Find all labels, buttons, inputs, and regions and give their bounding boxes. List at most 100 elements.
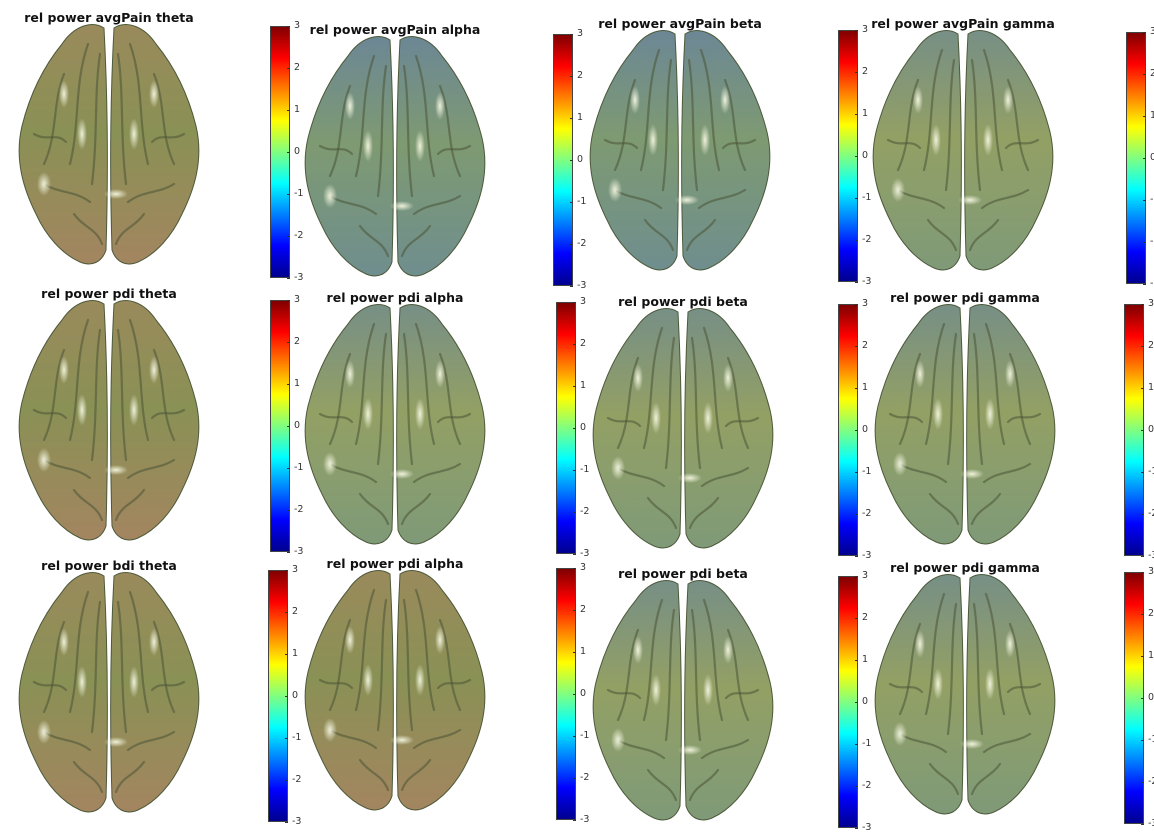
colorbar-tick-label: 3: [1148, 566, 1154, 577]
colorbar-tick-mark: [1143, 284, 1146, 285]
colorbar-tick-label: -3: [577, 280, 587, 291]
colorbar-tick-label: 2: [1148, 340, 1154, 351]
panel-pdi-beta-2: rel power pdi beta: [578, 556, 858, 826]
colorbar-tick-label: 2: [1150, 68, 1154, 79]
colorbar-tick-label: -2: [1148, 508, 1154, 519]
colorbar-tick-label: 2: [577, 70, 584, 81]
colorbar-tick-mark: [570, 244, 573, 245]
colorbar-tick-mark: [1143, 74, 1146, 75]
colorbar-tick-mark: [1141, 514, 1144, 515]
colorbar-tick-label: 2: [862, 66, 869, 77]
brain-hemispheres: [18, 24, 200, 265]
brain-surface-image: [874, 304, 1056, 545]
colorbar-tick-label: 0: [1150, 152, 1154, 163]
colorbar-tick-label: 3: [294, 20, 301, 31]
colorbar-tick-label: -1: [577, 196, 587, 207]
colorbar-tick-mark: [287, 236, 290, 237]
brain-surface-image: [872, 30, 1054, 271]
colorbar-tick-mark: [287, 26, 290, 27]
colorbar-tick-label: 2: [294, 62, 301, 73]
colorbar-tick-mark: [285, 780, 288, 781]
colorbar-tick-mark: [573, 302, 576, 303]
colorbar-tick-label: -1: [580, 730, 590, 741]
brain-hemispheres: [872, 30, 1054, 271]
colorbar-tick-mark: [573, 820, 576, 821]
colorbar-tick-mark: [855, 786, 858, 787]
brain-hemispheres: [304, 36, 486, 277]
colorbar-tick-mark: [1141, 824, 1144, 825]
colorbar-tick-mark: [855, 660, 858, 661]
panel-title: rel power bdi theta: [41, 558, 177, 573]
colorbar-tick-label: 3: [292, 564, 299, 575]
colorbar-tick-mark: [287, 384, 290, 385]
colorbar-tick-mark: [573, 344, 576, 345]
colorbar-tick-label: 1: [577, 112, 584, 123]
colorbar-tick-mark: [287, 68, 290, 69]
colorbar-tick-label: 2: [580, 604, 587, 615]
colorbar-tick-mark: [573, 568, 576, 569]
colorbar-tick-label: 0: [580, 688, 587, 699]
colorbar-tick-label: 2: [580, 338, 587, 349]
colorbar-tick-mark: [285, 738, 288, 739]
brain-hemispheres: [874, 304, 1056, 545]
panel-pdi-gamma: rel power pdi gamma: [860, 280, 1140, 550]
colorbar-tick-mark: [285, 612, 288, 613]
colorbar-tick-mark: [287, 468, 290, 469]
colorbar-tick-mark: [285, 570, 288, 571]
colorbar-tick-mark: [1143, 200, 1146, 201]
brain-hemispheres: [589, 30, 771, 271]
colorbar-tick-mark: [1141, 782, 1144, 783]
panel-bdi-theta: rel power bdi theta: [4, 548, 284, 818]
colorbar-tick-label: 2: [862, 340, 869, 351]
colorbar-tick-mark: [855, 304, 858, 305]
colorbar-tick-mark: [570, 76, 573, 77]
colorbar-tick-mark: [855, 114, 858, 115]
brain-surface-image: [874, 574, 1056, 815]
panel-title: rel power pdi beta: [618, 294, 748, 309]
colorbar-tick-mark: [855, 282, 858, 283]
colorbar-tick-mark: [573, 428, 576, 429]
colorbar-tick-label: 1: [1148, 382, 1154, 393]
colorbar-tick-mark: [855, 198, 858, 199]
colorbar-tick-label: -3: [1150, 278, 1154, 289]
colorbar-tick-label: 1: [292, 648, 299, 659]
colorbar-tick-label: 0: [862, 424, 869, 435]
colorbar-tick-mark: [287, 552, 290, 553]
colorbar-tick-label: 0: [1148, 424, 1154, 435]
colorbar-tick-mark: [570, 286, 573, 287]
brain-surface-image: [592, 308, 774, 549]
colorbar-tick-mark: [573, 736, 576, 737]
colorbar-tick-label: -1: [1148, 466, 1154, 477]
colorbar-tick-mark: [1141, 430, 1144, 431]
colorbar-tick-mark: [855, 514, 858, 515]
brain-hemispheres: [592, 308, 774, 549]
colorbar-tick-label: 2: [862, 612, 869, 623]
colorbar-tick-mark: [570, 118, 573, 119]
colorbar-tick-mark: [855, 828, 858, 829]
brain-hemispheres: [874, 574, 1056, 815]
colorbar-tick-mark: [573, 652, 576, 653]
colorbar-tick-mark: [1141, 572, 1144, 573]
colorbar-tick-label: -1: [1150, 194, 1154, 205]
colorbar-tick-label: -2: [580, 772, 590, 783]
brain-surface-image: [592, 580, 774, 821]
panel-title: rel power pdi gamma: [890, 290, 1040, 305]
panel-title: rel power pdi alpha: [326, 290, 464, 305]
colorbar-tick-label: 2: [1148, 608, 1154, 619]
brain-hemispheres: [18, 572, 200, 813]
colorbar-tick-label: 3: [1150, 26, 1154, 37]
colorbar-tick-label: 3: [580, 562, 587, 573]
colorbar-tick-label: -1: [1148, 734, 1154, 745]
colorbar-tick-mark: [1143, 116, 1146, 117]
colorbar-tick-mark: [855, 472, 858, 473]
colorbar-tick-label: -1: [862, 738, 872, 749]
